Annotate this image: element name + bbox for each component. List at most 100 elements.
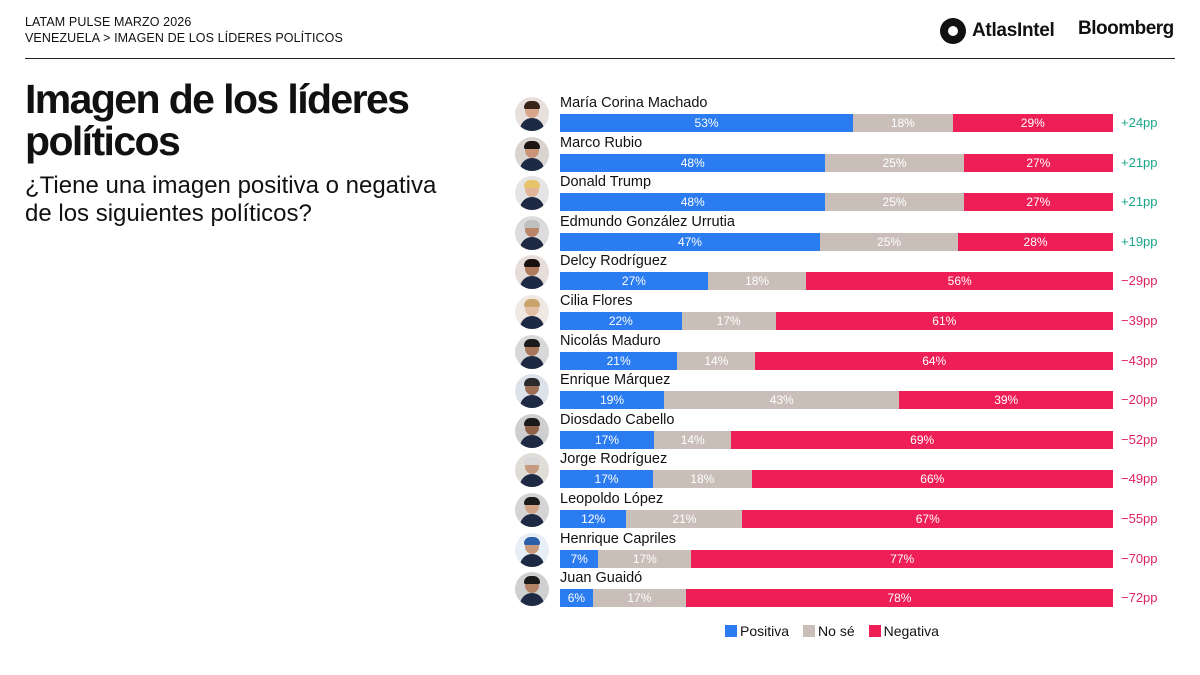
bar-segment-no-se: 14% <box>654 430 732 449</box>
bar-segment-positiva: 21% <box>560 351 678 370</box>
bar-segment-no-se: 18% <box>853 114 953 132</box>
data-label: 78% <box>887 591 912 606</box>
bar-segment-positiva: 27% <box>560 272 708 291</box>
stacked-bar: 12% 21% 67% <box>560 510 1113 528</box>
data-label: 7% <box>570 551 588 566</box>
bar-segment-no-se: 43% <box>664 391 900 410</box>
politician-avatar <box>515 572 549 607</box>
slide-subtitle: ¿Tiene una imagen positiva o negativa de… <box>25 172 437 227</box>
bar-segment-positiva: 22% <box>560 312 682 330</box>
bar-segment-negativa: 27% <box>963 193 1113 212</box>
bar-segment-positiva: 6% <box>560 589 593 608</box>
legend-item-negativa: Negativa <box>868 623 939 639</box>
chart-row: Enrique Márquez 19% 43% 39% −20pp <box>515 372 1175 410</box>
data-label: 39% <box>994 393 1019 408</box>
atlasintel-logo: AtlasIntel <box>940 18 1055 44</box>
data-label: 18% <box>745 274 770 289</box>
net-difference-label: −52pp <box>1121 431 1158 447</box>
bar-segment-negativa: 78% <box>685 589 1113 608</box>
data-label: 66% <box>920 472 945 487</box>
net-difference-label: +24pp <box>1121 115 1158 130</box>
politician-avatar <box>515 413 549 448</box>
politician-avatar <box>515 334 549 369</box>
bar-segment-positiva: 53% <box>560 114 854 132</box>
bar-segment-no-se: 14% <box>677 351 756 370</box>
data-label: 28% <box>1023 234 1048 249</box>
data-label: 64% <box>922 353 947 368</box>
net-difference-label: −49pp <box>1121 471 1158 487</box>
bar-segment-negativa: 66% <box>751 470 1113 489</box>
legend-label-no-se: No sé <box>818 623 855 639</box>
politician-avatar <box>515 97 549 131</box>
stacked-bar: 7% 17% 77% <box>560 549 1113 568</box>
data-label: 25% <box>882 155 907 170</box>
data-label: 14% <box>680 432 705 447</box>
net-difference-label: +21pp <box>1121 194 1158 210</box>
header-survey-label: LATAM PULSE MARZO 2026 <box>25 15 192 29</box>
legend-item-no-se: No sé <box>803 623 855 639</box>
bar-segment-no-se: 18% <box>653 470 752 489</box>
category-label: Leopoldo López <box>560 491 664 507</box>
politician-avatar <box>515 374 549 409</box>
stacked-bar: 53% 18% 29% <box>560 114 1113 132</box>
stacked-bar: 27% 18% 56% <box>560 272 1113 291</box>
data-label: 48% <box>680 195 705 210</box>
category-label: Marco Rubio <box>560 134 643 151</box>
data-label: 12% <box>581 512 606 526</box>
bar-segment-negativa: 39% <box>899 391 1113 410</box>
politician-avatar <box>515 532 549 567</box>
chart-row: Delcy Rodríguez 27% 18% 56% −29pp <box>515 253 1175 291</box>
bar-segment-no-se: 17% <box>681 312 776 330</box>
politician-avatar <box>515 136 549 171</box>
chart-row: María Corina Machado 53% 18% 29% +24pp <box>515 95 1175 133</box>
stacked-bar: 47% 25% 28% <box>560 232 1113 251</box>
category-label: Juan Guaidó <box>560 570 643 587</box>
chart-row: Nicolás Maduro 21% 14% 64% −43pp <box>515 333 1175 371</box>
category-label: Nicolás Maduro <box>560 332 661 349</box>
data-label: 53% <box>694 116 719 130</box>
bar-segment-positiva: 48% <box>560 153 826 172</box>
data-label: 17% <box>594 432 620 447</box>
bar-segment-no-se: 25% <box>825 193 964 212</box>
bar-segment-negativa: 67% <box>742 510 1113 528</box>
net-difference-label: −55pp <box>1121 511 1158 526</box>
chart-legend: Positiva No sé Negativa <box>725 623 953 639</box>
chart-row: Marco Rubio 48% 25% 27% +21pp <box>515 135 1175 173</box>
legend-label-positiva: Positiva <box>740 623 790 639</box>
data-label: 17% <box>632 551 657 566</box>
bar-segment-no-se: 25% <box>825 153 964 172</box>
politician-avatar <box>515 255 549 290</box>
data-label: 25% <box>877 234 902 249</box>
data-label: 43% <box>769 393 794 408</box>
slide-header: LATAM PULSE MARZO 2026 VENEZUELA > IMAGE… <box>25 14 1175 59</box>
politician-avatar <box>515 493 549 527</box>
header-breadcrumb: VENEZUELA > IMAGEN DE LOS LÍDERES POLÍTI… <box>25 31 343 45</box>
category-label: Henrique Capriles <box>560 530 677 547</box>
data-label: 29% <box>1020 116 1045 130</box>
chart-row: Donald Trump 48% 25% 27% +21pp <box>515 174 1175 212</box>
bar-segment-no-se: 17% <box>592 589 686 608</box>
atlasintel-mark-icon <box>940 18 966 44</box>
net-difference-label: −70pp <box>1121 550 1158 566</box>
bar-segment-positiva: 17% <box>560 430 654 449</box>
data-label: 25% <box>882 195 907 210</box>
stacked-bar: 17% 14% 69% <box>560 430 1113 449</box>
category-label: Donald Trump <box>560 174 652 191</box>
politician-avatar <box>515 215 549 250</box>
bar-segment-positiva: 7% <box>560 549 599 568</box>
data-label: 27% <box>1026 195 1051 210</box>
category-label: Enrique Márquez <box>560 372 671 389</box>
chart-row: Henrique Capriles 7% 17% 77% −70pp <box>515 531 1175 569</box>
data-label: 18% <box>890 116 915 130</box>
data-label: 17% <box>594 472 619 487</box>
bar-segment-negativa: 28% <box>958 232 1113 251</box>
category-label: Cilia Flores <box>560 293 633 309</box>
data-label: 19% <box>599 393 625 408</box>
legend-swatch-negativa <box>868 625 881 637</box>
stacked-bar: 48% 25% 27% <box>560 153 1113 172</box>
data-label: 21% <box>672 512 697 526</box>
data-label: 14% <box>704 353 729 368</box>
stacked-bar: 17% 18% 66% <box>560 470 1113 489</box>
category-label: Jorge Rodríguez <box>560 451 668 468</box>
data-label: 17% <box>627 591 652 606</box>
